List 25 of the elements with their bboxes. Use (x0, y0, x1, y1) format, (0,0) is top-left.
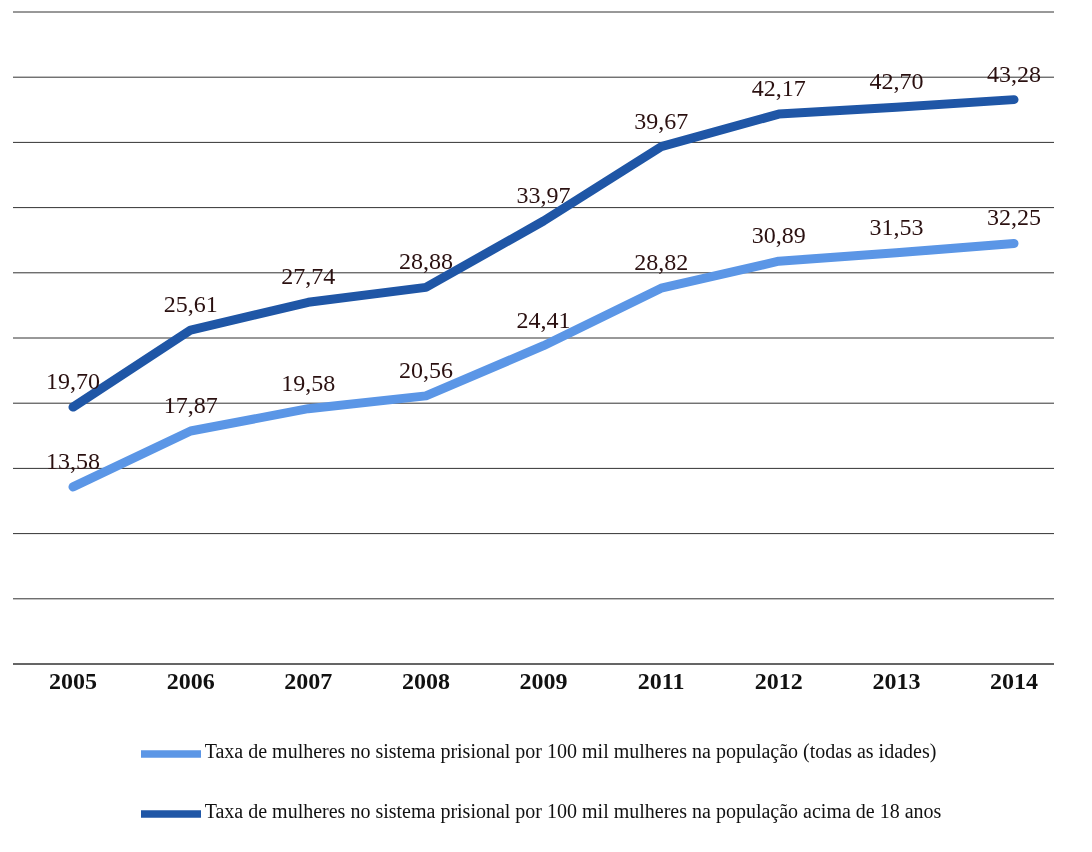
x-tick-label: 2006 (166, 668, 215, 695)
x-tick-label: 2009 (519, 668, 568, 695)
x-tick-label: 2014 (990, 668, 1038, 695)
data-label: 39,67 (634, 107, 689, 134)
x-tick-label: 2007 (284, 668, 333, 695)
data-label: 28,88 (398, 248, 453, 275)
data-label: 20,56 (398, 356, 453, 383)
data-label: 19,70 (46, 368, 100, 395)
x-tick-label: 2012 (754, 668, 803, 695)
x-tick-label: 2008 (401, 668, 450, 695)
data-label: 33,97 (516, 182, 571, 209)
x-tick-label: 2011 (637, 668, 685, 695)
x-tick-label: 2013 (872, 668, 921, 695)
data-label: 30,89 (751, 222, 806, 249)
data-label: 28,82 (634, 249, 689, 276)
x-tick-label: 2005 (49, 668, 97, 695)
data-label: 13,58 (46, 447, 100, 474)
data-label: 32,25 (987, 204, 1041, 231)
data-label: 25,61 (163, 291, 218, 318)
data-label: 19,58 (281, 369, 336, 396)
data-label: 24,41 (516, 306, 571, 333)
legend-label: Taxa de mulheres no sistema prisional por 100 mil mulheres na população (todas as idades) (204, 739, 937, 762)
data-label: 31,53 (869, 213, 924, 240)
legend-label: Taxa de mulheres no sistema prisional por 100 mil mulheres na população acima de 18 anos (204, 799, 942, 822)
data-label: 42,17 (751, 75, 806, 102)
